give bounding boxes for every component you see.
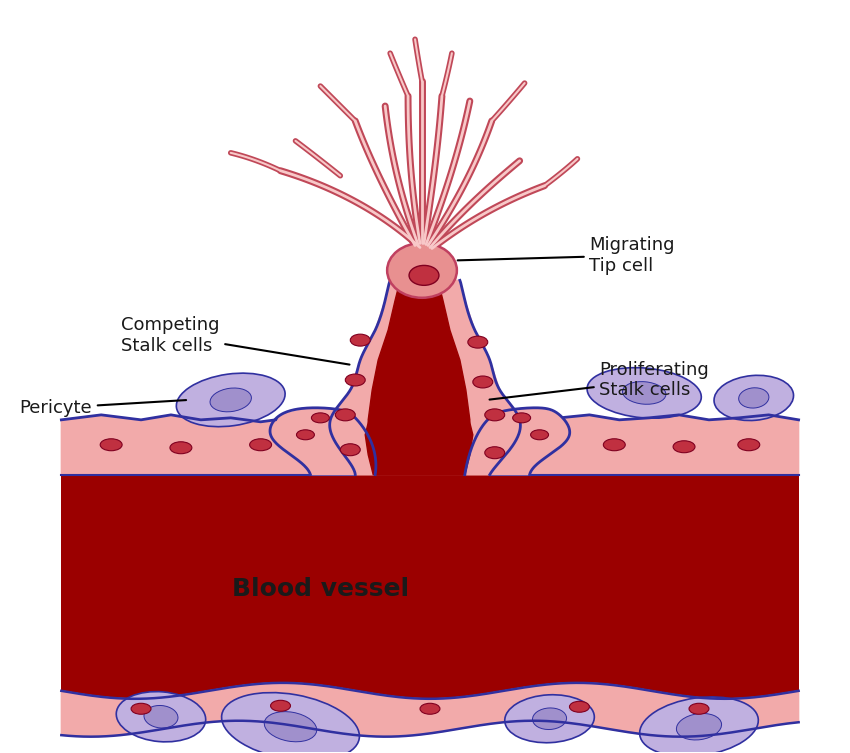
Ellipse shape (640, 697, 758, 753)
Polygon shape (368, 280, 470, 474)
Polygon shape (331, 280, 519, 474)
Ellipse shape (170, 442, 192, 454)
Ellipse shape (311, 413, 329, 423)
Ellipse shape (250, 439, 271, 451)
Ellipse shape (210, 388, 252, 412)
Text: Blood vessel: Blood vessel (232, 578, 409, 601)
Ellipse shape (530, 430, 548, 440)
Ellipse shape (532, 708, 567, 730)
Ellipse shape (677, 713, 722, 740)
Ellipse shape (270, 700, 291, 712)
Polygon shape (270, 408, 375, 474)
Polygon shape (61, 683, 799, 736)
Ellipse shape (505, 695, 594, 742)
Ellipse shape (144, 706, 178, 728)
Ellipse shape (420, 703, 440, 715)
Ellipse shape (738, 439, 760, 451)
Ellipse shape (484, 409, 505, 421)
Ellipse shape (100, 439, 122, 451)
Polygon shape (465, 408, 570, 474)
Ellipse shape (673, 441, 695, 453)
Ellipse shape (622, 382, 666, 404)
Ellipse shape (116, 691, 206, 742)
Text: Proliferating
Stalk cells: Proliferating Stalk cells (490, 361, 709, 400)
Ellipse shape (409, 265, 439, 285)
Ellipse shape (297, 430, 314, 440)
Text: Migrating
Tip cell: Migrating Tip cell (457, 236, 675, 275)
Ellipse shape (513, 413, 530, 423)
Ellipse shape (176, 373, 285, 427)
Text: Competing
Stalk cells: Competing Stalk cells (122, 316, 349, 364)
Ellipse shape (264, 712, 317, 742)
Ellipse shape (604, 439, 626, 451)
Ellipse shape (739, 388, 769, 408)
Ellipse shape (387, 243, 457, 297)
Ellipse shape (587, 367, 701, 418)
Ellipse shape (714, 375, 794, 420)
Ellipse shape (468, 336, 488, 348)
Ellipse shape (336, 409, 355, 421)
Ellipse shape (345, 374, 366, 386)
Ellipse shape (534, 441, 556, 453)
Ellipse shape (689, 703, 709, 715)
Polygon shape (61, 415, 355, 474)
Ellipse shape (131, 703, 151, 715)
Bar (61, 470, 799, 718)
Ellipse shape (570, 701, 589, 712)
Ellipse shape (350, 334, 371, 346)
Polygon shape (490, 415, 799, 474)
Ellipse shape (222, 693, 360, 753)
Ellipse shape (473, 376, 493, 388)
Ellipse shape (340, 444, 360, 456)
Ellipse shape (299, 441, 321, 453)
Polygon shape (366, 415, 473, 474)
Text: Pericyte: Pericyte (20, 399, 186, 417)
Ellipse shape (484, 447, 505, 459)
